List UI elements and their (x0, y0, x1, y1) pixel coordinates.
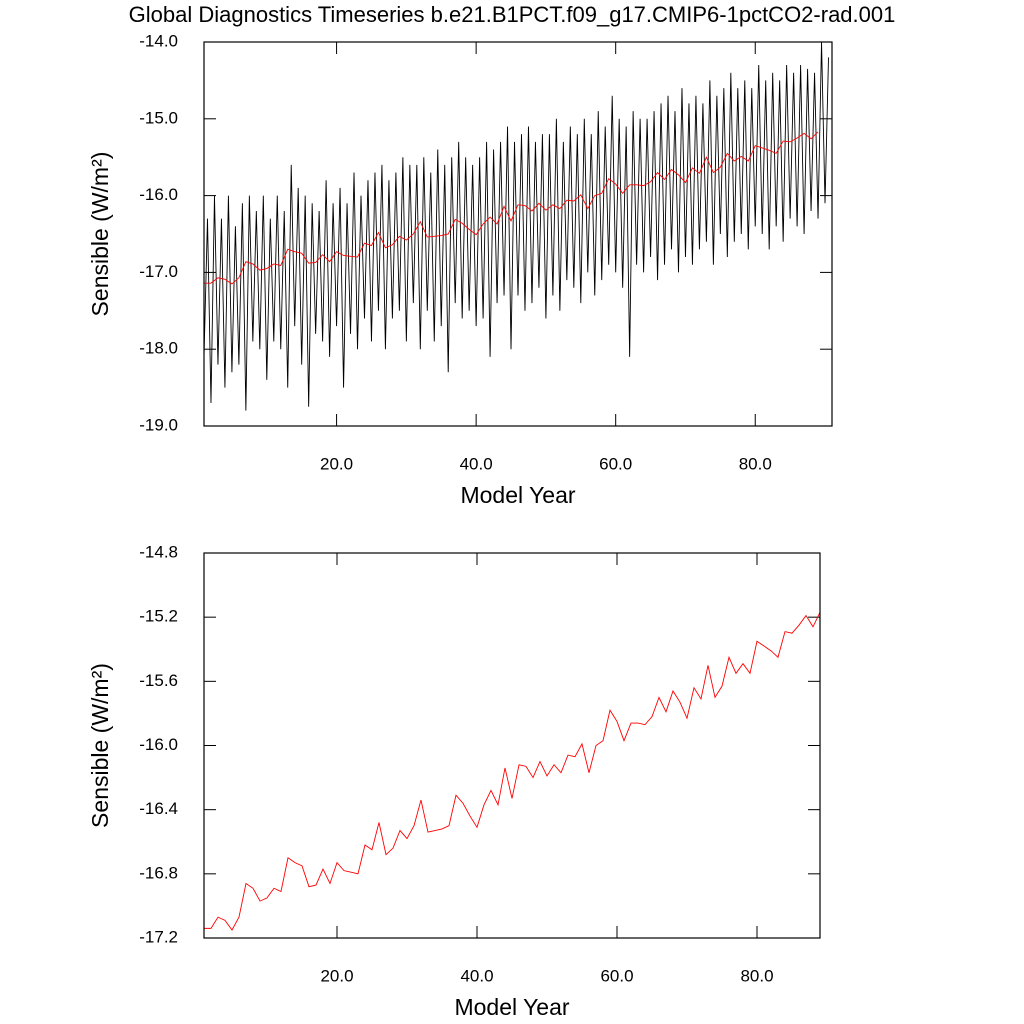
y-axis-title: Sensible (W/m²) (87, 152, 113, 317)
y-tick-label: -16.4 (139, 799, 178, 818)
x-tick-label: 40.0 (460, 454, 493, 473)
x-tick-label: 40.0 (460, 966, 493, 985)
y-tick-label: -17.2 (139, 927, 178, 946)
plot-frame (203, 41, 833, 427)
data-line (204, 612, 821, 931)
y-tick-label: -14.8 (139, 542, 178, 561)
y-tick-label: -15.2 (139, 607, 178, 626)
y-axis-title: Sensible (W/m²) (87, 663, 113, 828)
y-tick-label: -16.8 (139, 863, 178, 882)
x-tick-label: 60.0 (600, 966, 633, 985)
y-tick-label: -17.0 (139, 262, 178, 281)
y-tick-label: -16.0 (139, 735, 178, 754)
x-tick-label: 60.0 (599, 454, 632, 473)
x-tick-label: 80.0 (740, 966, 773, 985)
x-tick-label: 80.0 (739, 454, 772, 473)
data-line (204, 131, 819, 285)
y-tick-label: -19.0 (139, 415, 178, 434)
plot-frame (203, 552, 821, 939)
x-axis-title: Model Year (454, 994, 569, 1020)
y-tick-label: -16.0 (139, 185, 178, 204)
y-tick-label: -14.0 (139, 31, 178, 50)
chart-title: Global Diagnostics Timeseries b.e21.B1PC… (129, 2, 896, 27)
x-axis-title: Model Year (460, 482, 575, 508)
y-tick-label: -15.6 (139, 671, 178, 690)
x-tick-label: 20.0 (320, 454, 353, 473)
x-tick-label: 20.0 (320, 966, 353, 985)
y-tick-label: -15.0 (139, 108, 178, 127)
y-tick-label: -18.0 (139, 339, 178, 358)
data-line (203, 41, 829, 411)
